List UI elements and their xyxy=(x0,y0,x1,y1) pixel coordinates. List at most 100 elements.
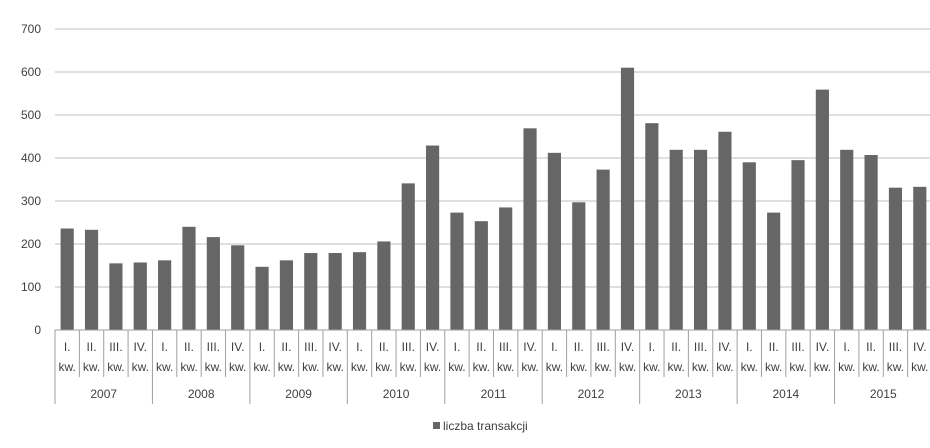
quarter-label: III. xyxy=(402,340,415,354)
quarter-label: II. xyxy=(476,340,486,354)
quarter-label: I. xyxy=(649,340,656,354)
quarter-suffix-label: kw. xyxy=(789,360,806,374)
legend-swatch xyxy=(433,422,440,429)
year-label: 2007 xyxy=(90,387,117,401)
quarter-label: III. xyxy=(694,340,707,354)
bar xyxy=(133,262,147,330)
bar xyxy=(547,152,561,330)
quarter-suffix-label: kw. xyxy=(229,360,246,374)
quarter-label: I. xyxy=(161,340,168,354)
bar xyxy=(450,212,464,330)
bar xyxy=(158,260,172,330)
bar xyxy=(840,149,854,330)
bar xyxy=(742,162,756,330)
bar xyxy=(255,266,269,330)
year-label: 2008 xyxy=(188,387,215,401)
quarter-label: II. xyxy=(281,340,291,354)
gridlines xyxy=(55,28,930,288)
bar xyxy=(426,145,440,330)
quarter-suffix-label: kw. xyxy=(278,360,295,374)
quarter-suffix-label: kw. xyxy=(668,360,685,374)
quarter-label: IV. xyxy=(816,340,830,354)
bar xyxy=(109,263,123,330)
bar xyxy=(864,154,878,330)
quarter-suffix-label: kw. xyxy=(765,360,782,374)
quarter-label: I. xyxy=(259,340,266,354)
bar xyxy=(182,226,196,330)
quarter-suffix-label: kw. xyxy=(546,360,563,374)
bar xyxy=(60,228,74,330)
quarter-label: IV. xyxy=(231,340,245,354)
y-tick-label: 200 xyxy=(21,237,41,251)
bar xyxy=(791,160,805,330)
bar xyxy=(620,67,635,330)
bar xyxy=(596,169,610,330)
y-tick-label: 400 xyxy=(21,151,41,165)
bar xyxy=(572,202,586,330)
quarter-suffix-label: kw. xyxy=(619,360,636,374)
quarter-suffix-label: kw. xyxy=(497,360,514,374)
quarter-suffix-label: kw. xyxy=(643,360,660,374)
quarter-suffix-label: kw. xyxy=(83,360,100,374)
legend: liczba transakcji xyxy=(433,419,528,433)
bar xyxy=(767,212,781,330)
quarter-suffix-label: kw. xyxy=(107,360,124,374)
quarter-label: I. xyxy=(454,340,461,354)
quarter-label: IV. xyxy=(621,340,635,354)
year-label: 2014 xyxy=(772,387,799,401)
bar xyxy=(645,123,659,330)
quarter-label: III. xyxy=(596,340,609,354)
bar xyxy=(693,149,708,330)
quarter-suffix-label: kw. xyxy=(59,360,76,374)
bars xyxy=(60,67,927,330)
quarter-label: I. xyxy=(64,340,71,354)
quarter-suffix-label: kw. xyxy=(692,360,709,374)
quarter-suffix-label: kw. xyxy=(400,360,417,374)
quarter-suffix-label: kw. xyxy=(375,360,392,374)
quarter-label: IV. xyxy=(426,340,440,354)
quarter-label: III. xyxy=(499,340,512,354)
quarter-label: I. xyxy=(843,340,850,354)
bar xyxy=(206,237,220,330)
quarter-suffix-label: kw. xyxy=(911,360,928,374)
bar xyxy=(352,252,367,330)
quarter-label: IV. xyxy=(328,340,342,354)
bar xyxy=(279,260,294,330)
quarter-label: II. xyxy=(866,340,876,354)
quarter-label: I. xyxy=(551,340,558,354)
quarter-label: IV. xyxy=(718,340,732,354)
year-label: 2012 xyxy=(578,387,605,401)
y-axis: 0 100 200 300 400 500 600 700 xyxy=(21,22,41,337)
bar xyxy=(523,128,537,330)
bar xyxy=(499,207,513,330)
quarter-suffix-label: kw. xyxy=(473,360,490,374)
quarter-label: II. xyxy=(87,340,97,354)
bar xyxy=(328,253,342,330)
quarter-label: I. xyxy=(356,340,363,354)
year-label: 2011 xyxy=(481,387,507,401)
quarter-suffix-label: kw. xyxy=(594,360,611,374)
quarter-label: IV. xyxy=(523,340,537,354)
bar xyxy=(669,149,683,330)
year-label: 2010 xyxy=(383,387,410,401)
quarter-suffix-label: kw. xyxy=(351,360,368,374)
y-tick-label: 600 xyxy=(21,65,41,79)
quarter-label: II. xyxy=(184,340,194,354)
bar xyxy=(888,187,903,330)
quarter-label: III. xyxy=(207,340,220,354)
quarter-label: II. xyxy=(574,340,584,354)
bar xyxy=(474,221,488,330)
y-tick-label: 300 xyxy=(21,194,41,208)
quarter-suffix-label: kw. xyxy=(838,360,855,374)
y-tick-label: 500 xyxy=(21,108,41,122)
bar xyxy=(84,229,99,330)
quarter-label: IV. xyxy=(913,340,927,354)
bar xyxy=(377,241,391,330)
quarter-suffix-label: kw. xyxy=(424,360,441,374)
quarter-suffix-label: kw. xyxy=(180,360,197,374)
quarter-suffix-label: kw. xyxy=(326,360,343,374)
x-axis: I. kw. II. kw. III. kw. IV. kw. I. kw. II. kw. III. k… xyxy=(54,329,930,404)
quarter-label: III. xyxy=(889,340,902,354)
bar xyxy=(304,253,318,330)
bar xyxy=(913,186,927,330)
